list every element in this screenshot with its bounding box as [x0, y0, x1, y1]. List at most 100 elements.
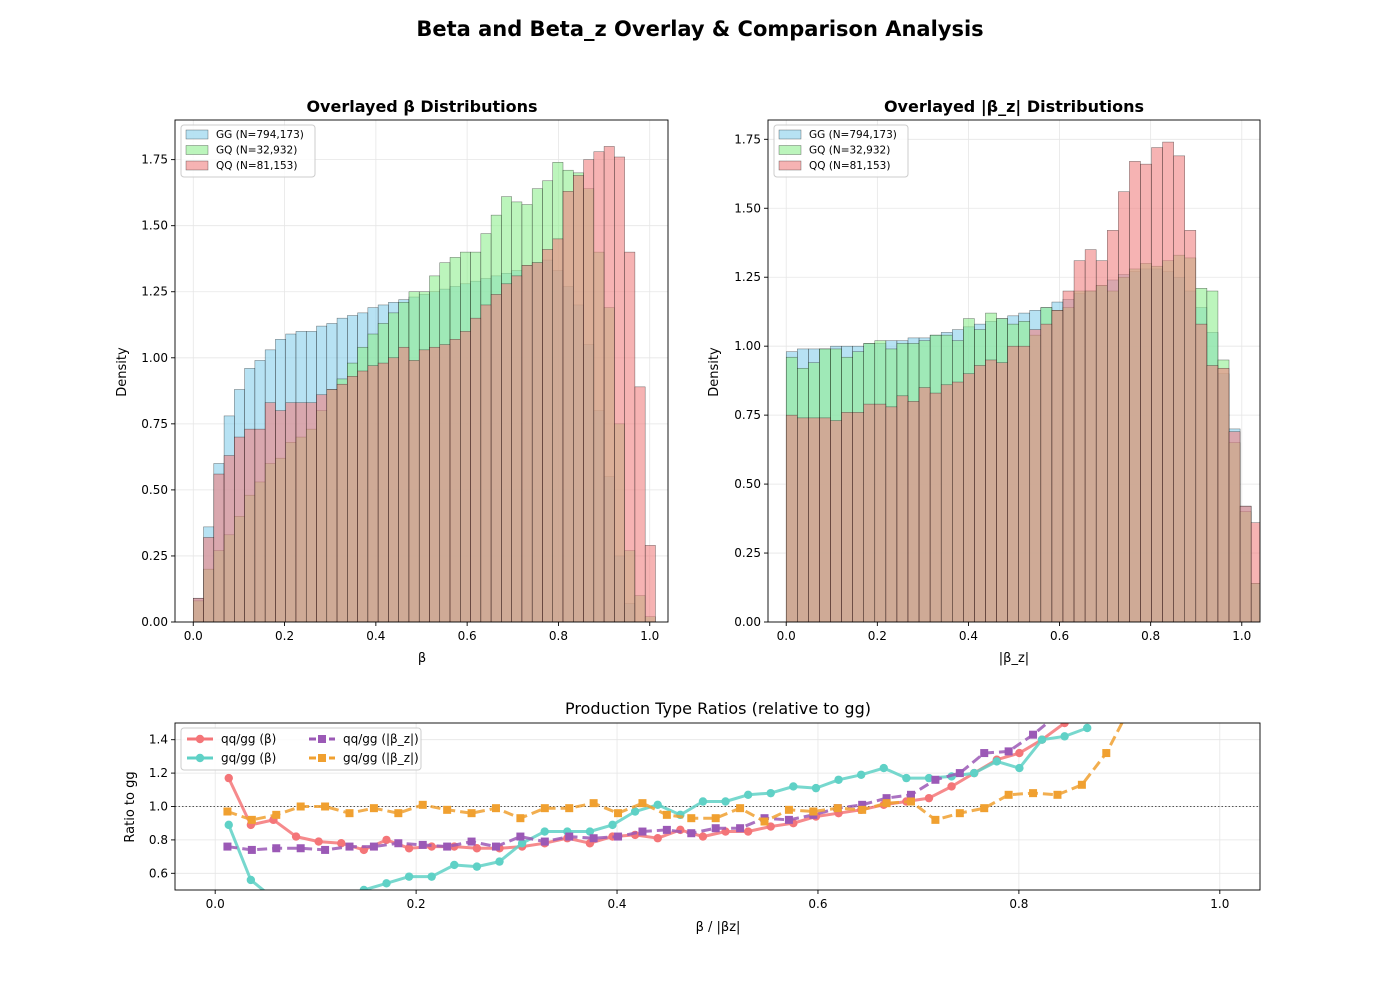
data-point-qq_gg_betaz	[858, 800, 867, 809]
data-point-qq_gg_betaz	[540, 837, 549, 846]
data-point-qq_gg_betaz	[931, 775, 940, 784]
histogram-bar-qq	[614, 156, 625, 622]
histogram-bar-qq	[521, 265, 533, 622]
data-point-gq_gg_beta	[698, 797, 708, 806]
figure-suptitle: Beta and Beta_z Overlay & Comparison Ana…	[416, 17, 983, 41]
histogram-bar-qq	[929, 392, 942, 622]
ratio-panel-xlabel: β / |βz|	[696, 920, 741, 935]
data-point-qq_gg_beta	[653, 834, 662, 843]
legend-marker-gq_gg_betaz	[318, 754, 326, 762]
data-point-qq_gg_betaz	[955, 769, 964, 778]
data-point-gq_gg_betaz	[638, 799, 647, 808]
data-point-gq_gg_betaz	[1004, 790, 1013, 799]
histogram-bar-qq	[644, 545, 656, 622]
y-tick-label: 1.25	[141, 285, 168, 299]
histogram-bar-gq	[1262, 611, 1273, 622]
data-point-qq_gg_betaz	[516, 832, 525, 841]
histogram-bar-qq	[1239, 505, 1252, 622]
data-point-gq_gg_beta	[766, 788, 775, 798]
histogram-bar-qq	[542, 249, 553, 622]
data-point-qq_gg_beta	[947, 782, 956, 791]
histogram-bar-qq	[874, 403, 887, 622]
legend-label-gg: GG (N=794,173)	[809, 129, 897, 141]
y-tick-label: 0.8	[149, 833, 168, 847]
data-point-qq_gg_betaz	[1029, 730, 1038, 739]
data-point-qq_gg_betaz	[467, 837, 476, 846]
histogram-bar-qq	[398, 346, 410, 622]
legend-box	[773, 124, 909, 178]
y-tick-label: 1.75	[734, 132, 761, 146]
data-point-gq_gg_betaz	[345, 809, 354, 818]
data-point-qq_gg_betaz	[687, 829, 696, 838]
data-point-qq_gg_beta	[291, 832, 301, 841]
histogram-bar-qq	[1040, 323, 1053, 622]
histogram-bar-qq	[408, 360, 420, 622]
legend-label-qq_gg_beta: qq/gg (β)	[221, 732, 276, 746]
data-point-gq_gg_beta	[653, 800, 662, 810]
beta-histogram-panel: 0.0 0.2 0.4 0.6 0.8 1.0 0.00 0.25 0.50 0.75 1.00 1.…	[141, 119, 669, 643]
data-point-gq_gg_betaz	[858, 805, 867, 814]
histogram-bar-qq	[1184, 230, 1197, 622]
data-point-qq_gg_beta	[382, 835, 391, 845]
x-tick-label: 0.4	[959, 629, 978, 643]
histogram-bar-qq	[1273, 612, 1284, 622]
data-point-qq_gg_betaz	[394, 839, 403, 848]
data-point-gq_gg_betaz	[662, 810, 671, 819]
histogram-bar-qq	[907, 401, 920, 622]
histogram-bar-qq	[634, 386, 646, 622]
data-point-qq_gg_betaz	[345, 842, 354, 851]
data-point-qq_gg_betaz	[784, 815, 793, 824]
histogram-bar-qq	[213, 473, 225, 622]
betaz-panel-title: Overlayed |β_z| Distributions	[884, 97, 1144, 117]
legend-swatch-gq	[778, 145, 802, 155]
histogram-bar-qq	[316, 394, 328, 622]
data-point-gq_gg_beta	[789, 782, 798, 791]
data-point-gq_gg_betaz	[394, 809, 403, 818]
data-point-gq_gg_betaz	[931, 815, 940, 824]
data-point-gq_gg_beta	[540, 827, 549, 836]
plot-marks	[193, 146, 656, 622]
x-tick-label: 0.2	[868, 629, 887, 643]
histogram-bar-qq	[896, 395, 909, 622]
data-point-gq_gg_betaz	[540, 804, 549, 813]
data-point-gq_gg_betaz	[784, 805, 793, 814]
legend-label-qq: QQ (N=81,153)	[216, 160, 297, 172]
data-point-gq_gg_beta	[495, 857, 504, 866]
x-tick-label: 0.6	[808, 897, 827, 911]
data-point-gq_gg_beta	[969, 768, 979, 778]
histogram-bar-qq	[552, 238, 564, 622]
data-point-gq_gg_betaz	[980, 804, 989, 813]
histogram-bar-qq	[490, 294, 502, 622]
data-point-qq_gg_betaz	[443, 842, 452, 851]
histogram-bar-qq	[1062, 290, 1075, 622]
data-point-gq_gg_betaz	[467, 809, 476, 818]
grid-lines	[175, 723, 1260, 890]
histogram-bar-qq	[797, 417, 809, 622]
histogram-bar-qq	[583, 159, 595, 622]
data-point-gq_gg_beta	[1015, 763, 1024, 773]
data-point-gq_gg_beta	[811, 783, 821, 793]
histogram-bar-qq	[1250, 522, 1260, 622]
x-tick-label: 0.0	[184, 629, 203, 643]
histogram-bar-qq	[963, 373, 975, 622]
y-tick-label: 0.75	[734, 408, 761, 422]
data-point-gq_gg_betaz	[1102, 749, 1111, 758]
y-tick-label: 1.2	[149, 766, 168, 780]
data-point-gq_gg_betaz	[760, 817, 769, 826]
data-point-gq_gg_betaz	[711, 814, 720, 823]
histogram-bar-qq	[1007, 345, 1019, 622]
x-tick-label: 1.0	[1232, 629, 1251, 643]
data-point-gq_gg_betaz	[321, 802, 330, 811]
legend-label-qq_gg_betaz: qq/gg (|β_z|)	[343, 732, 419, 746]
histogram-bar-qq	[234, 436, 245, 622]
legend-marker-qq_gg_betaz	[318, 735, 326, 743]
histogram-bar-qq	[336, 383, 348, 622]
data-point-qq_gg_betaz	[589, 834, 598, 843]
histogram-bar-qq	[1095, 260, 1108, 622]
data-point-gq_gg_betaz	[736, 804, 745, 813]
ratio-panel-ylabel: Ratio to gg	[123, 771, 138, 842]
histogram-bar-qq	[841, 412, 853, 622]
data-point-gq_gg_beta	[472, 862, 482, 871]
data-point-gq_gg_betaz	[882, 799, 891, 808]
